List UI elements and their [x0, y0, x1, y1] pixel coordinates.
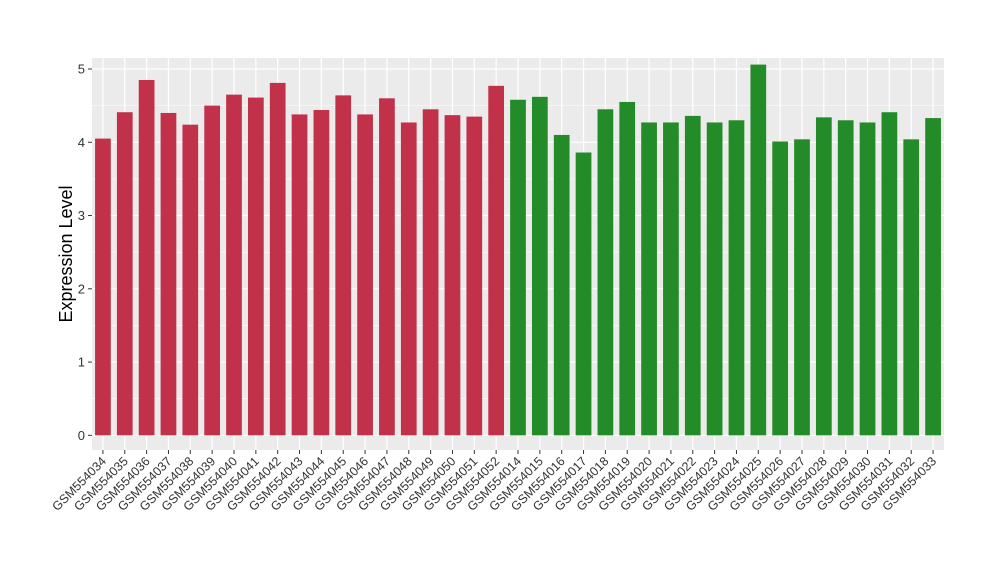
bar-GSM554039: [204, 105, 221, 436]
bar-GSM554047: [379, 98, 395, 436]
bar-GSM554016: [553, 134, 570, 436]
bar-GSM554019: [619, 101, 636, 436]
bar-GSM554040: [226, 94, 242, 436]
bar-GSM554024: [728, 120, 745, 436]
bar-GSM554029: [837, 120, 854, 436]
bar-GSM554049: [422, 109, 439, 436]
bar-GSM554052: [488, 85, 505, 436]
x-axis: GSM554034GSM554035GSM554036GSM554037GSM5…: [50, 450, 939, 514]
bar-GSM554045: [335, 95, 352, 436]
bar-GSM554044: [313, 110, 330, 436]
y-tick-label: 2: [78, 281, 85, 296]
bar-GSM554037: [160, 112, 177, 436]
bar-GSM554048: [400, 122, 417, 436]
bar-GSM554050: [444, 115, 461, 436]
bar-GSM554021: [663, 122, 679, 436]
y-tick-label: 0: [78, 428, 85, 443]
bar-GSM554018: [597, 109, 614, 436]
bar-GSM554036: [138, 79, 155, 436]
bar-GSM554020: [641, 122, 657, 436]
bar-GSM554051: [466, 116, 483, 436]
bar-GSM554032: [903, 139, 920, 436]
bar-GSM554035: [116, 112, 133, 436]
bar-GSM554033: [925, 118, 941, 436]
y-tick-label: 1: [78, 355, 85, 370]
bar-GSM554022: [684, 115, 701, 436]
bar-GSM554031: [881, 112, 898, 436]
bar-GSM554015: [531, 96, 548, 436]
bar-GSM554014: [510, 99, 526, 436]
bar-GSM554046: [357, 114, 373, 436]
bar-GSM554030: [859, 122, 876, 436]
y-tick-label: 5: [78, 61, 85, 76]
bar-GSM554017: [575, 152, 592, 436]
bar-GSM554026: [772, 141, 789, 436]
bar-GSM554028: [815, 117, 832, 436]
bar-GSM554041: [247, 97, 264, 436]
y-tick-label: 3: [78, 208, 85, 223]
bars: [95, 64, 941, 436]
y-axis-label: Expression Level: [56, 185, 76, 322]
bar-GSM554038: [182, 124, 199, 436]
y-tick-label: 4: [78, 135, 85, 150]
bar-GSM554043: [291, 114, 308, 436]
bar-GSM554042: [269, 82, 286, 436]
bar-GSM554027: [794, 139, 810, 436]
bar-GSM554025: [750, 64, 767, 436]
bar-GSM554023: [706, 122, 723, 436]
y-axis: 0 1 2 3 4 5: [78, 61, 92, 443]
bar-GSM554034: [95, 138, 111, 436]
